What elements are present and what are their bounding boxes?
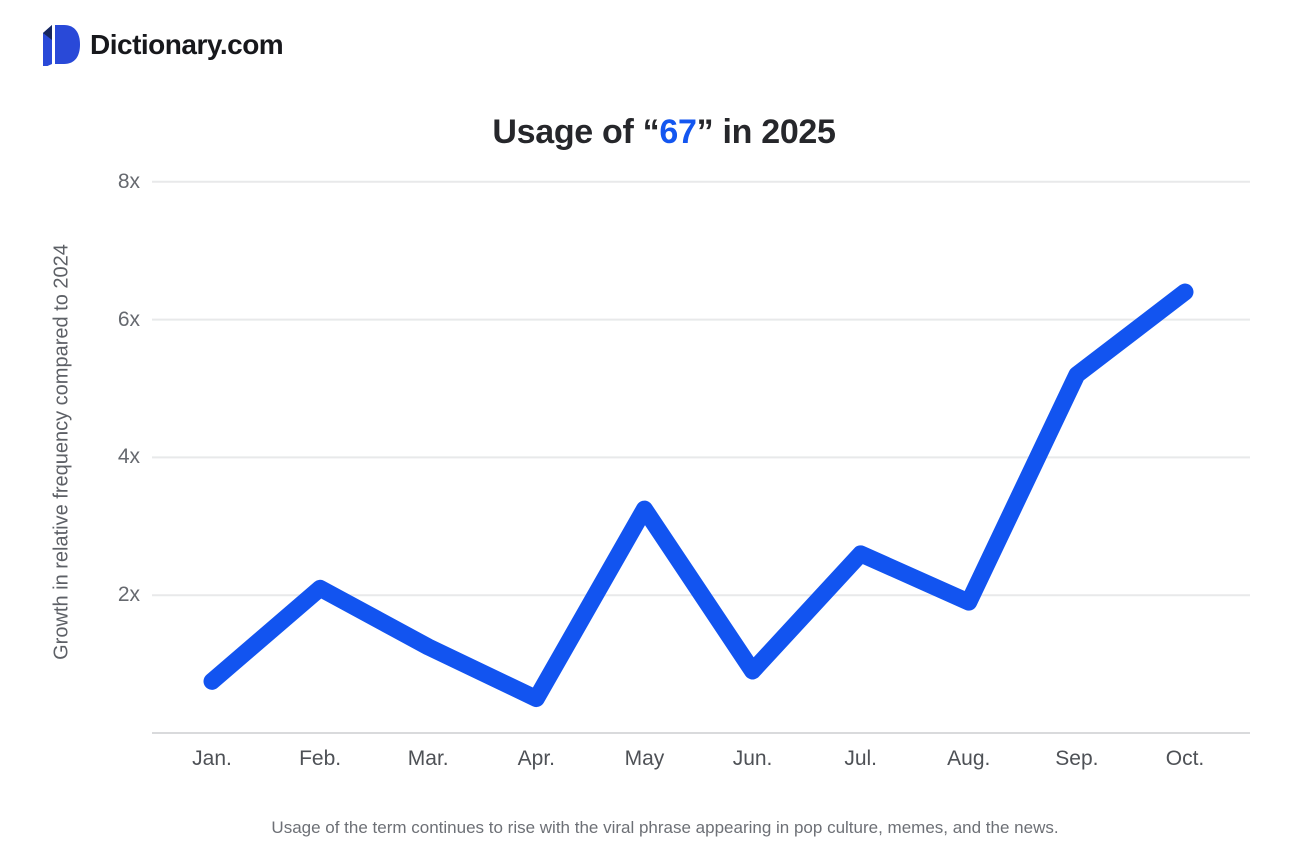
y-tick-label: 2x — [117, 583, 140, 607]
caption: Usage of the term continues to rise with… — [271, 818, 1059, 837]
line-chart-svg — [152, 180, 1250, 734]
chart-title: Usage of “67” in 2025 — [0, 113, 1302, 152]
x-tick-label: Jan. — [192, 747, 232, 770]
y-tick-label: 6x — [117, 307, 140, 331]
title-term: 67 — [659, 112, 697, 151]
x-tick-label: Aug. — [947, 747, 991, 770]
x-tick-label: Jul. — [844, 747, 877, 770]
x-tick-label: May — [624, 747, 665, 770]
logo-text: Dictionary.com — [90, 29, 284, 60]
x-tick-label: Mar. — [407, 747, 449, 770]
title-prefix: Usage of “ — [492, 112, 660, 151]
usage-line — [203, 283, 1194, 708]
y-tick-label: 4x — [117, 445, 140, 469]
title-suffix: ” in 2025 — [696, 112, 836, 151]
dictionary-logo-icon — [43, 25, 80, 66]
x-tick-label: Jun. — [732, 747, 773, 770]
x-tick-label: Oct. — [1165, 747, 1205, 770]
logo: Dictionary.com — [40, 24, 284, 66]
x-tick-label: Apr. — [517, 747, 555, 770]
y-tick-label: 8x — [117, 169, 140, 193]
x-tick-label: Feb. — [299, 747, 342, 770]
x-tick-label: Sep. — [1055, 747, 1099, 770]
